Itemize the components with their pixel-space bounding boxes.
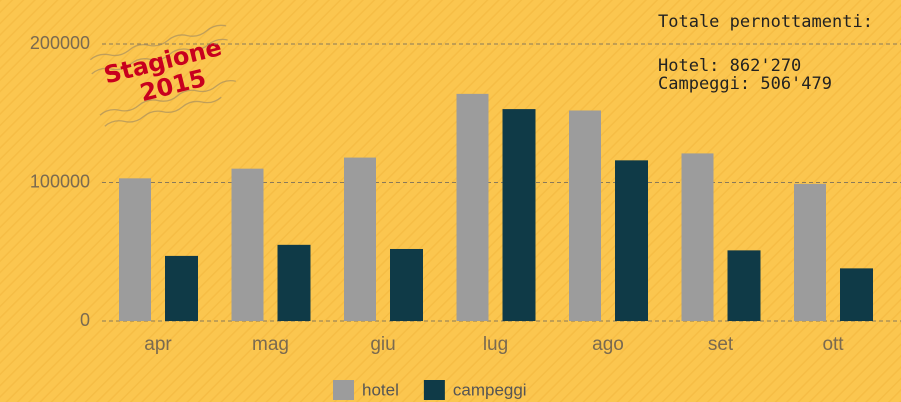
bar [840,268,873,321]
x-tick-label: set [708,334,734,355]
x-tick-label: ott [822,334,844,355]
bar [165,255,198,321]
y-tick-label: 100000 [30,171,90,191]
bar [727,250,761,321]
stamp-waves [89,24,236,127]
bar [390,248,423,321]
bar [569,110,601,321]
bar [119,178,151,321]
legend-swatch [333,380,354,400]
bar [277,244,311,321]
totals-line: Hotel: 862'270 [658,56,801,76]
bar [794,183,826,321]
x-tick-label: mag [252,334,289,355]
legend-label: campeggi [453,380,527,399]
totals-line: Campeggi: 506'479 [658,74,832,94]
totals-title: Totale pernottamenti: [658,12,873,32]
bar [615,160,648,321]
bar [502,109,536,321]
x-tick-label: apr [144,334,172,355]
legend-label: hotel [362,380,399,399]
y-tick-label: 200000 [30,33,90,53]
legend-swatch [423,380,445,400]
x-tick-label: lug [483,334,508,355]
x-tick-label: ago [592,334,624,355]
bar [231,168,264,321]
bar [456,93,489,321]
bar [344,157,376,321]
bar [681,153,714,321]
y-tick-label: 0 [80,310,90,330]
x-tick-label: giu [370,334,395,355]
